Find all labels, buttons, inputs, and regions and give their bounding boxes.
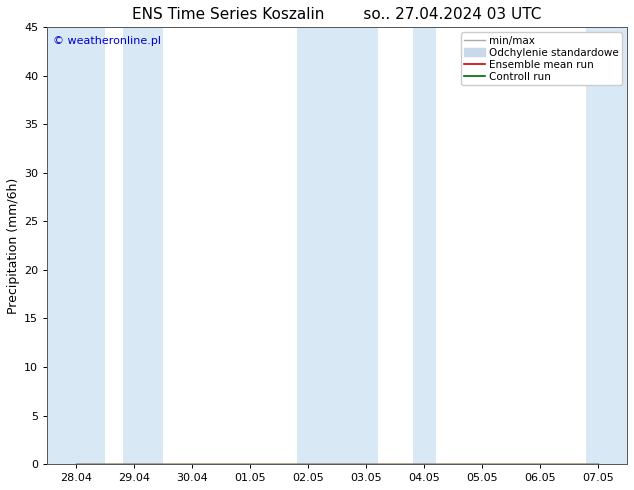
Bar — [297, 27, 378, 464]
Bar — [122, 27, 163, 464]
Bar — [586, 27, 627, 464]
Bar — [48, 27, 105, 464]
Bar — [413, 27, 436, 464]
Text: © weatheronline.pl: © weatheronline.pl — [53, 36, 161, 46]
Y-axis label: Precipitation (mm/6h): Precipitation (mm/6h) — [7, 177, 20, 314]
Title: ENS Time Series Koszalin        so.. 27.04.2024 03 UTC: ENS Time Series Koszalin so.. 27.04.2024… — [133, 7, 542, 22]
Legend: min/max, Odchylenie standardowe, Ensemble mean run, Controll run: min/max, Odchylenie standardowe, Ensembl… — [461, 32, 622, 85]
